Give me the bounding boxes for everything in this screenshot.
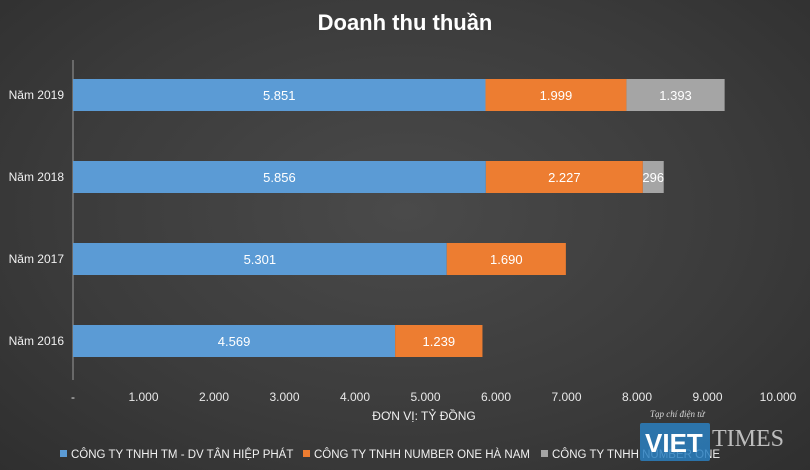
logo-brand-right: TIMES xyxy=(712,426,784,452)
x-tick-label: 3.000 xyxy=(269,390,299,404)
category-label: Năm 2018 xyxy=(9,170,65,184)
logo-tagline: Tạp chí điện tử xyxy=(650,409,706,419)
bars-layer xyxy=(73,79,725,357)
data-label: 1.393 xyxy=(659,88,692,103)
x-tick-label: 4.000 xyxy=(340,390,370,404)
x-tick-label: 2.000 xyxy=(199,390,229,404)
labels-layer: 5.851 1.999 1.393 5.856 2.227 296 5.301 1.690 4.… xyxy=(218,88,692,349)
bar-segment xyxy=(73,243,447,275)
bar-segment xyxy=(395,325,483,357)
data-label: 4.569 xyxy=(218,334,251,349)
data-label: 1.239 xyxy=(423,334,456,349)
bar-segment xyxy=(446,243,566,275)
category-labels: Năm 2019 Năm 2018 Năm 2017 Năm 2016 xyxy=(9,88,65,348)
legend-swatch xyxy=(541,450,548,457)
x-tick-label: 1.000 xyxy=(128,390,158,404)
x-tick-labels: - 1.000 2.000 3.000 4.000 5.000 6.000 7.000 8.00… xyxy=(71,390,797,404)
data-label: 1.999 xyxy=(540,88,573,103)
data-label: 5.851 xyxy=(263,88,296,103)
x-tick-label: - xyxy=(71,390,75,404)
logo-brand-left: VIET xyxy=(645,428,703,458)
x-tick-label: 6.000 xyxy=(481,390,511,404)
data-label: 1.690 xyxy=(490,252,523,267)
bar-segment xyxy=(626,79,725,111)
data-label: 5.301 xyxy=(244,252,277,267)
data-label: 2.227 xyxy=(548,170,581,185)
bar-segment xyxy=(73,325,396,357)
chart-title: Doanh thu thuần xyxy=(318,10,493,35)
legend-entry: CÔNG TY TNHH TM - DV TÂN HIỆP PHÁT xyxy=(71,448,293,461)
legend-swatch xyxy=(60,450,67,457)
x-tick-label: 8.000 xyxy=(622,390,652,404)
legend-swatch xyxy=(303,450,310,457)
category-label: Năm 2017 xyxy=(9,252,65,266)
vietimes-logo: Tạp chí điện tử VIET TIMES xyxy=(640,409,784,461)
bar-segment xyxy=(73,161,486,193)
category-label: Năm 2019 xyxy=(9,88,65,102)
legend: CÔNG TY TNHH TM - DV TÂN HIỆP PHÁT CÔNG T… xyxy=(60,448,720,461)
x-tick-label: 5.000 xyxy=(410,390,440,404)
data-label: 296 xyxy=(642,170,664,185)
logo-box xyxy=(640,423,710,461)
x-tick-label: 9.000 xyxy=(692,390,722,404)
x-axis-label: ĐƠN VỊ: TỶ ĐỒNG xyxy=(372,408,475,423)
x-tick-label: 10.000 xyxy=(760,390,797,404)
legend-entry: CÔNG TY TNHH NUMBER ONE HÀ NAM xyxy=(314,448,530,461)
bar-segment xyxy=(73,79,486,111)
data-label: 5.856 xyxy=(263,170,296,185)
category-label: Năm 2016 xyxy=(9,334,65,348)
bar-segment xyxy=(485,79,627,111)
bar-segment xyxy=(642,161,664,193)
bar-segment xyxy=(485,161,643,193)
x-tick-label: 7.000 xyxy=(551,390,581,404)
